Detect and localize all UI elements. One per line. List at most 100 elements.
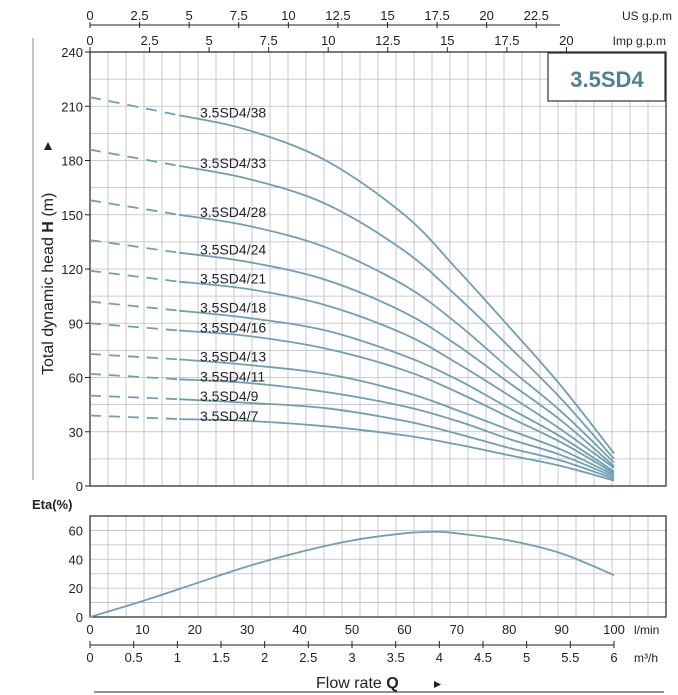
eta-curve-line bbox=[89, 531, 615, 618]
head-curve bbox=[179, 280, 615, 469]
flow-rate-label-bold: Q bbox=[386, 675, 398, 692]
lmin-tick-label: 70 bbox=[450, 622, 464, 637]
us-gpm-tick-label: 7.5 bbox=[230, 8, 248, 23]
us-gpm-tick-label: 12.5 bbox=[325, 8, 350, 23]
head-curve bbox=[179, 329, 615, 475]
head-curve bbox=[178, 251, 615, 467]
lmin-tick-label: 60 bbox=[397, 622, 411, 637]
m3h-axis-ticks: 0 0.5 1 1.5 2 2.5 3 3.5 4 4.5 5 5.5 6 bbox=[86, 641, 618, 665]
lmin-tick-label: 30 bbox=[240, 622, 254, 637]
curve-label: 3.5SD4/33 bbox=[200, 155, 266, 171]
head-curve-dashed bbox=[89, 96, 180, 117]
imp-gpm-tick-label: 7.5 bbox=[260, 33, 278, 48]
eta-tick-label: 40 bbox=[69, 552, 83, 567]
model-label-box bbox=[547, 52, 666, 102]
us-gpm-tick-label: 22.5 bbox=[524, 8, 549, 23]
m3h-tick-label: 1 bbox=[174, 650, 181, 665]
head-axis-arrow-icon bbox=[44, 142, 52, 150]
us-gpm-ticks: 0 2.5 5 7.5 10 12.5 15 17.5 20 22.5 bbox=[86, 8, 549, 28]
lmin-tick-label: 0 bbox=[86, 622, 93, 637]
m3h-tick-label: 2.5 bbox=[299, 650, 317, 665]
curve-label: 3.5SD4/38 bbox=[200, 104, 266, 120]
lmin-tick-label: 90 bbox=[554, 622, 568, 637]
m3h-tick-label: 6 bbox=[610, 650, 617, 665]
imp-gpm-tick-label: 0 bbox=[86, 33, 93, 48]
m3h-tick-label: 0 bbox=[86, 650, 93, 665]
curve-labels: 3.5SD4/38 3.5SD4/33 3.5SD4/28 3.5SD4/24 3.5S… bbox=[200, 104, 266, 424]
m3h-tick-label: 5.5 bbox=[561, 650, 579, 665]
head-curve bbox=[179, 418, 615, 482]
curve-label: 3.5SD4/28 bbox=[200, 204, 266, 220]
m3h-tick-label: 4.5 bbox=[474, 650, 492, 665]
head-tick-label: 90 bbox=[69, 316, 83, 331]
head-curve-dashed bbox=[89, 353, 180, 361]
eta-chart-grid bbox=[90, 516, 666, 617]
us-gpm-tick-label: 17.5 bbox=[424, 8, 449, 23]
imp-gpm-tick-label: 12.5 bbox=[375, 33, 400, 48]
head-curve bbox=[179, 309, 615, 473]
imp-gpm-tick-label: 17.5 bbox=[494, 33, 519, 48]
eta-tick-label: 0 bbox=[76, 610, 83, 625]
head-curves bbox=[89, 96, 615, 482]
head-curve bbox=[179, 358, 615, 476]
imp-gpm-tick-label: 10 bbox=[321, 33, 335, 48]
lmin-tick-label: 80 bbox=[502, 622, 516, 637]
eta-axis-label: Eta(%) bbox=[32, 497, 72, 512]
us-gpm-unit: US g.p.m bbox=[622, 9, 672, 23]
head-curve-dashed bbox=[89, 414, 180, 420]
head-curve-dashed bbox=[89, 300, 180, 312]
head-curve bbox=[178, 213, 615, 464]
m3h-tick-label: 3.5 bbox=[387, 650, 405, 665]
eta-chart-frame bbox=[89, 515, 667, 618]
head-curve bbox=[179, 398, 615, 480]
head-curve-dashed bbox=[89, 239, 180, 254]
head-chart-grid bbox=[90, 52, 666, 486]
head-axis-label-prefix: Total dynamic head bbox=[40, 233, 57, 375]
curve-label: 3.5SD4/7 bbox=[200, 408, 259, 424]
head-tick-label: 240 bbox=[61, 45, 83, 60]
head-curve-dashed bbox=[89, 373, 180, 381]
head-tick-label: 60 bbox=[69, 371, 83, 386]
lmin-unit: l/min bbox=[634, 623, 659, 637]
curve-label: 3.5SD4/24 bbox=[200, 242, 266, 258]
head-curve-dashed bbox=[89, 148, 180, 167]
imp-gpm-ticks: 0 2.5 5 7.5 10 12.5 15 17.5 20 bbox=[86, 33, 574, 52]
head-axis-ticks: 0 30 60 90 120 150 180 210 240 bbox=[61, 45, 90, 494]
imp-gpm-tick-label: 2.5 bbox=[141, 33, 159, 48]
model-label: 3.5SD4 bbox=[570, 67, 644, 92]
curve-label: 3.5SD4/16 bbox=[200, 319, 266, 335]
flow-rate-label-text: Flow rate bbox=[316, 675, 386, 692]
head-tick-label: 150 bbox=[61, 208, 83, 223]
lmin-tick-label: 50 bbox=[345, 622, 359, 637]
curve-label: 3.5SD4/9 bbox=[200, 388, 259, 404]
head-axis-label-suffix: (m) bbox=[40, 193, 57, 221]
m3h-tick-label: 3 bbox=[348, 650, 355, 665]
m3h-unit: m³/h bbox=[634, 651, 658, 665]
eta-axis-ticks: 0 20 40 60 bbox=[69, 523, 83, 625]
head-axis-label-bold: H bbox=[40, 221, 57, 233]
head-tick-label: 180 bbox=[61, 154, 83, 169]
eta-tick-label: 60 bbox=[69, 523, 83, 538]
lmin-tick-label: 20 bbox=[188, 622, 202, 637]
lmin-axis-ticks: 0 10 20 30 40 50 60 70 80 90 100 bbox=[86, 622, 624, 637]
lmin-tick-label: 10 bbox=[135, 622, 149, 637]
imp-gpm-tick-label: 15 bbox=[440, 33, 454, 48]
lmin-tick-label: 40 bbox=[292, 622, 306, 637]
eta-tick-label: 20 bbox=[69, 581, 83, 596]
head-curve bbox=[178, 165, 615, 460]
curve-label: 3.5SD4/21 bbox=[200, 271, 266, 287]
m3h-tick-label: 2 bbox=[261, 650, 268, 665]
us-gpm-tick-label: 2.5 bbox=[131, 8, 149, 23]
imp-gpm-tick-label: 5 bbox=[205, 33, 212, 48]
head-curve bbox=[179, 378, 615, 478]
us-gpm-tick-label: 5 bbox=[186, 8, 193, 23]
head-tick-label: 120 bbox=[61, 262, 83, 277]
us-gpm-tick-label: 15 bbox=[380, 8, 394, 23]
eta-curve bbox=[89, 531, 615, 618]
head-axis-label: Total dynamic head H (m) bbox=[40, 193, 57, 375]
curve-label: 3.5SD4/11 bbox=[200, 368, 265, 384]
head-tick-label: 30 bbox=[69, 425, 83, 440]
head-curve bbox=[178, 114, 615, 454]
m3h-tick-label: 1.5 bbox=[212, 650, 230, 665]
